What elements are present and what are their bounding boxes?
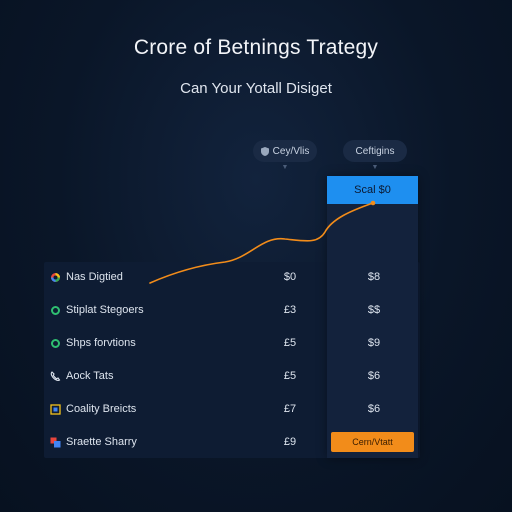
- chevron-down-icon: ▼: [371, 164, 379, 171]
- featured-plan-header[interactable]: Scal $0: [327, 176, 418, 204]
- row-label: Sraette Sharry: [66, 436, 137, 448]
- trend-line: [149, 202, 374, 284]
- column-pill-right[interactable]: Ceftigins ▼: [343, 140, 407, 171]
- row-value-basic: £3: [283, 304, 297, 316]
- table-row: Sraette Sharry £9: [44, 427, 420, 459]
- row-label: Stiplat Stegoers: [66, 304, 144, 316]
- row-label: Coality Breicts: [66, 403, 137, 415]
- table-row: Stiplat Stegoers £3 $$: [44, 295, 420, 327]
- column-pill-left-label: Cey/Vlis: [272, 145, 310, 157]
- square-icon: [50, 404, 61, 415]
- row-value-basic: $0: [283, 271, 297, 283]
- cta-button[interactable]: Cern/Vtatt: [331, 432, 414, 452]
- row-value-featured: $6: [367, 403, 381, 415]
- table-row: Nas Digtied $0 $8: [44, 262, 420, 294]
- row-value-basic: £5: [283, 370, 297, 382]
- stacked-squares-icon: [50, 437, 61, 448]
- column-pill-right-label: Ceftigins: [355, 145, 395, 157]
- row-label: Shps forvtions: [66, 337, 136, 349]
- page-title: Crore of Betnings Trategy: [133, 36, 379, 59]
- row-label: Aock Tats: [66, 370, 114, 382]
- row-value-basic: £9: [283, 436, 297, 448]
- row-value-basic: £7: [283, 403, 297, 415]
- page-subtitle: Can Your Yotall Disiget: [180, 80, 332, 97]
- green-ring-icon: [50, 338, 61, 349]
- row-value-featured: $$: [367, 304, 381, 316]
- featured-plan-column: [327, 176, 418, 458]
- row-value-featured: $9: [367, 337, 381, 349]
- multicolor-dot-icon: [50, 272, 61, 283]
- green-ring-icon: [50, 305, 61, 316]
- table-row: Coality Breicts £7 $6: [44, 394, 420, 426]
- column-pill-left[interactable]: Cey/Vlis ▼: [253, 140, 317, 171]
- table-row: Shps forvtions £5 $9: [44, 328, 420, 360]
- row-label: Nas Digtied: [66, 271, 123, 283]
- table-row: Aock Tats £5 $6: [44, 361, 420, 393]
- row-value-featured: $6: [367, 370, 381, 382]
- row-value-featured: $8: [367, 271, 381, 283]
- chevron-down-icon: ▼: [281, 164, 289, 171]
- phone-icon: [50, 371, 61, 382]
- shield-icon: [260, 146, 269, 156]
- trend-end-point: [370, 200, 376, 206]
- row-value-basic: £5: [283, 337, 297, 349]
